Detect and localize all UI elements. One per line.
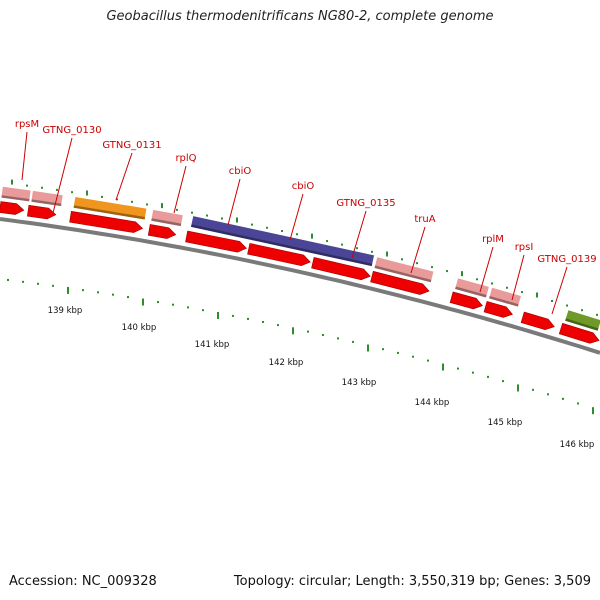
gene-bar xyxy=(1,186,31,202)
gene-label: cbiO xyxy=(292,181,315,192)
kbp-label: 142 kbp xyxy=(269,358,304,368)
gene-bar-fill xyxy=(190,216,375,267)
kbp-label: 139 kbp xyxy=(48,306,83,316)
gene-label: GTNG_0135 xyxy=(336,198,395,209)
gene-bar-fill xyxy=(374,257,434,283)
gene-bar xyxy=(190,216,375,267)
gene-label-leader xyxy=(551,266,568,315)
gene-label: truA xyxy=(414,214,435,225)
kbp-label: 146 kbp xyxy=(560,440,595,450)
cds-arrow xyxy=(27,204,57,220)
gene-label-leader xyxy=(410,226,426,274)
kbp-label: 140 kbp xyxy=(122,323,157,333)
gene-label: GTNG_0139 xyxy=(537,254,596,265)
cds-arrow xyxy=(558,322,600,344)
gene-label-leader xyxy=(173,165,187,214)
cds-arrow xyxy=(0,201,25,215)
gene-bar-shadow xyxy=(31,199,62,207)
gene-bar-shadow xyxy=(455,286,487,298)
map-title: Geobacillus thermodenitrificans NG80-2, … xyxy=(106,9,494,24)
gene-bar-fill xyxy=(455,278,489,298)
gene-bar-fill xyxy=(1,186,31,202)
gene-label: rpsI xyxy=(515,242,534,253)
gene-bar xyxy=(31,190,63,207)
gene-bar-fill xyxy=(489,287,521,307)
gene-bar-fill xyxy=(73,196,147,220)
cds-arrow xyxy=(311,257,371,281)
gene-label: rplQ xyxy=(175,153,196,164)
cds-arrow xyxy=(520,311,555,331)
cds-arrow xyxy=(69,210,144,233)
gene-bar xyxy=(151,209,183,227)
cds-arrow xyxy=(370,270,430,295)
gene-bar xyxy=(489,287,521,307)
gene-label-leader xyxy=(21,131,28,181)
gene-label: rpsM xyxy=(15,119,39,130)
kbp-label: 145 kbp xyxy=(488,418,523,428)
gene-bar xyxy=(565,310,600,331)
cds-arrow xyxy=(449,291,483,310)
gene-bar-shadow xyxy=(151,218,182,227)
gene-bar xyxy=(374,257,434,283)
gene-label-leader xyxy=(289,193,304,241)
gene-bar-shadow xyxy=(374,265,432,283)
gene-label-leader xyxy=(351,210,367,259)
gene-bar-fill xyxy=(151,209,183,227)
gene-label-leader xyxy=(479,246,494,293)
gene-bar-shadow xyxy=(565,318,599,331)
cds-arrow xyxy=(247,243,311,267)
gene-bar-shadow xyxy=(489,295,519,307)
accession-text: Accession: NC_009328 xyxy=(9,574,157,589)
gene-bar-shadow xyxy=(1,195,30,202)
gene-bar-fill xyxy=(565,310,600,331)
kbp-label: 144 kbp xyxy=(415,398,450,408)
gene-label-leader xyxy=(115,152,133,201)
gene-label: rplM xyxy=(482,234,504,245)
gene-bar-shadow xyxy=(73,205,146,220)
gene-bar xyxy=(73,196,147,220)
kbp-label: 141 kbp xyxy=(195,340,230,350)
gene-bar xyxy=(455,278,489,298)
gene-label-leader xyxy=(511,254,525,301)
cds-arrow xyxy=(185,230,247,253)
gene-label: GTNG_0131 xyxy=(102,140,161,151)
gene-label-leader xyxy=(227,178,241,226)
genome-info-text: Topology: circular; Length: 3,550,319 bp… xyxy=(233,574,591,589)
gene-label-leader xyxy=(52,137,73,214)
kbp-label: 143 kbp xyxy=(342,378,377,388)
gene-label: cbiO xyxy=(229,166,252,177)
cds-arrow xyxy=(483,301,513,318)
gene-bar-shadow xyxy=(190,224,373,267)
cds-arrow xyxy=(147,224,177,239)
genome-backbone xyxy=(0,217,600,355)
gene-label: GTNG_0130 xyxy=(42,125,101,136)
gene-bar-fill xyxy=(31,190,63,207)
